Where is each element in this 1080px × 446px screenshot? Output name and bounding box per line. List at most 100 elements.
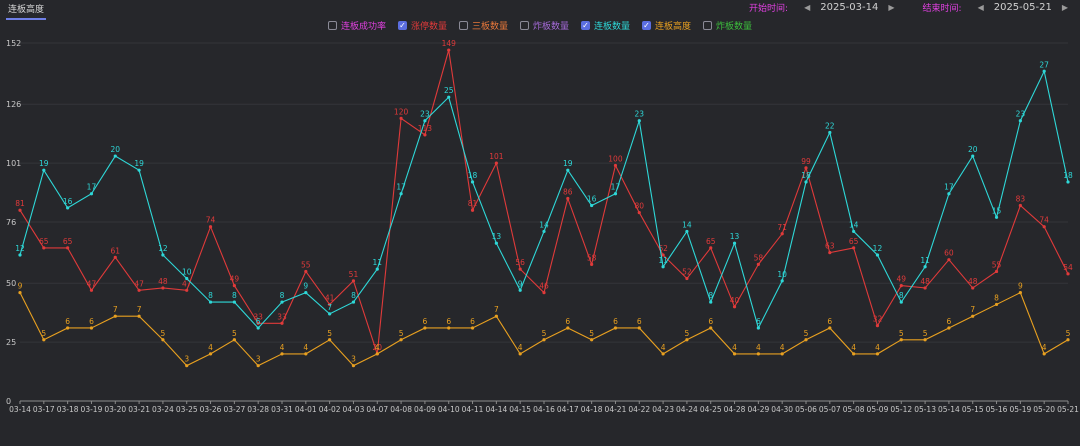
legend-item-third-board-count[interactable]: 三板数量: [458, 19, 508, 32]
data-point: [613, 326, 618, 330]
x-tick-label: 04-23: [652, 405, 674, 414]
data-label: 18: [468, 171, 478, 180]
x-tick-label: 03-18: [57, 405, 79, 414]
data-label: 8: [994, 293, 999, 302]
data-point: [1066, 180, 1070, 184]
y-tick-label: 76: [6, 218, 16, 227]
legend-item-consecutive-height[interactable]: ✓ 连板高度: [642, 19, 691, 32]
start-date-value[interactable]: 2025-03-14: [820, 2, 879, 13]
x-tick-label: 03-31: [271, 405, 293, 414]
data-point: [304, 352, 308, 356]
data-point: [185, 364, 189, 368]
legend-item-limit-up-count[interactable]: ✓ 涨停数量: [397, 19, 447, 32]
data-label: 51: [349, 270, 359, 279]
data-label: 48: [158, 277, 168, 286]
data-label: 65: [63, 237, 73, 246]
data-point: [66, 326, 70, 330]
end-next-arrow-icon[interactable]: ▶: [1061, 3, 1068, 12]
data-point: [113, 314, 117, 318]
x-tick-label: 03-27: [223, 405, 245, 414]
data-point: [756, 352, 760, 356]
data-point: [947, 192, 951, 196]
data-point: [661, 352, 665, 356]
legend-item-broken-board-count-2[interactable]: 炸板数量: [703, 19, 752, 32]
legend-label: 连板成功率: [340, 22, 386, 32]
end-date-value[interactable]: 2025-05-21: [993, 2, 1052, 13]
data-label: 47: [87, 279, 97, 288]
legend-item-success-rate[interactable]: 连板成功率: [327, 19, 386, 32]
data-label: 4: [756, 343, 761, 352]
data-label: 47: [182, 279, 192, 288]
data-point: [470, 180, 475, 184]
data-point: [161, 286, 165, 290]
data-label: 113: [418, 124, 433, 133]
data-label: 8: [208, 291, 213, 300]
tab-limit-height[interactable]: 连板高度: [6, 1, 47, 20]
data-label: 19: [563, 159, 573, 168]
data-label: 6: [565, 317, 570, 326]
data-point: [137, 168, 141, 172]
data-label: 20: [110, 145, 120, 154]
data-label: 5: [1066, 329, 1071, 338]
x-tick-label: 04-01: [295, 405, 317, 414]
data-point: [852, 246, 856, 250]
data-point: [1042, 352, 1046, 356]
checkbox-icon: [703, 21, 713, 30]
x-tick-label: 05-06: [795, 405, 817, 414]
data-point: [89, 192, 94, 196]
end-prev-arrow-icon[interactable]: ◀: [977, 3, 984, 12]
data-label: 20: [968, 145, 978, 154]
x-tick-label: 05-21: [1057, 405, 1079, 414]
data-point: [89, 326, 94, 330]
start-next-arrow-icon[interactable]: ▶: [888, 3, 895, 12]
data-label: 7: [494, 305, 499, 314]
data-point: [518, 288, 522, 292]
data-point: [351, 364, 356, 368]
data-point: [661, 253, 665, 257]
data-point: [113, 255, 117, 259]
data-point: [18, 208, 22, 212]
data-label: 9: [18, 282, 23, 291]
data-label: 6: [470, 317, 475, 326]
data-label: 20: [372, 343, 382, 352]
data-point: [828, 130, 832, 135]
data-point: [566, 196, 570, 201]
data-label: 4: [1042, 343, 1047, 352]
data-label: 6: [947, 317, 952, 326]
data-label: 11: [372, 258, 382, 267]
x-tick-label: 04-16: [533, 405, 555, 414]
data-label: 23: [1016, 110, 1026, 119]
data-label: 48: [920, 277, 930, 286]
x-tick-label: 05-19: [1009, 405, 1031, 414]
data-label: 25: [444, 86, 454, 95]
data-label: 54: [1063, 263, 1073, 272]
x-tick-label: 04-30: [771, 405, 793, 414]
data-label: 6: [446, 317, 451, 326]
data-label: 71: [777, 223, 787, 232]
data-point: [518, 267, 522, 271]
legend-label: 连板高度: [655, 22, 692, 32]
data-point: [89, 288, 94, 292]
data-point: [590, 338, 594, 342]
data-point: [447, 326, 451, 330]
data-label: 15: [992, 206, 1002, 215]
legend-item-broken-board-count[interactable]: 炸板数量: [519, 19, 569, 32]
data-point: [923, 265, 927, 269]
data-point: [709, 246, 713, 250]
data-label: 63: [825, 242, 835, 251]
legend-item-consecutive-count[interactable]: ✓ 连板数量: [581, 19, 630, 32]
data-label: 149: [442, 39, 457, 48]
data-label: 49: [896, 275, 906, 284]
data-label: 52: [682, 268, 692, 277]
data-point: [875, 253, 880, 257]
data-point: [756, 262, 760, 266]
data-label: 40: [730, 296, 740, 305]
start-prev-arrow-icon[interactable]: ◀: [804, 3, 811, 12]
data-point: [351, 279, 356, 283]
data-label: 5: [232, 329, 237, 338]
data-point: [494, 161, 498, 165]
data-label: 48: [968, 277, 978, 286]
data-point: [613, 192, 618, 196]
data-point: [566, 326, 570, 330]
data-point: [804, 338, 808, 342]
